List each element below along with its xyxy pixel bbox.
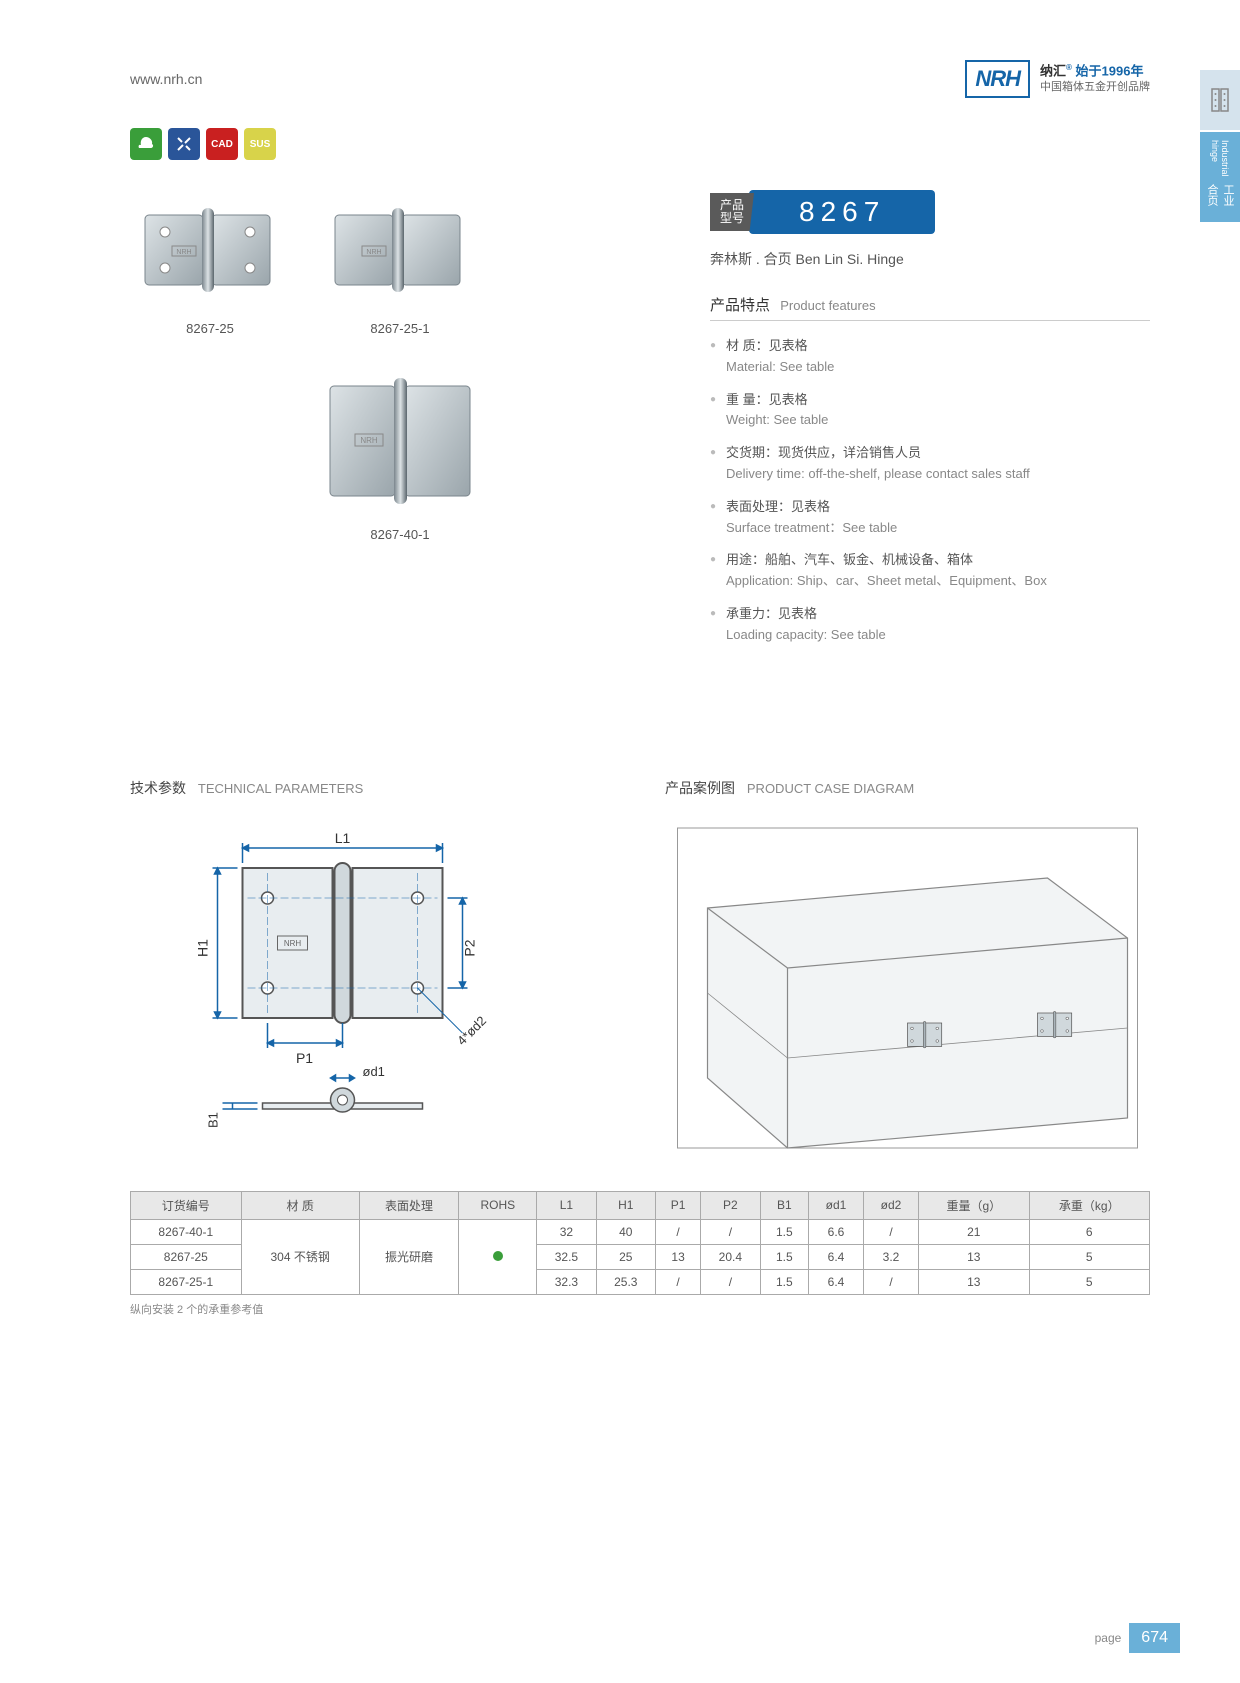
tools-icon bbox=[168, 128, 200, 160]
th: L1 bbox=[537, 1191, 596, 1219]
page-header: www.nrh.cn NRH 纳汇® 始于1996年 中国箱体五金开创品牌 bbox=[130, 60, 1150, 98]
features-title: 产品特点 Product features bbox=[710, 294, 1150, 321]
model-badge: 产品 型号 8267 bbox=[710, 190, 1150, 234]
features-title-en: Product features bbox=[780, 298, 875, 313]
th: ød1 bbox=[809, 1191, 864, 1219]
tech-title-en: TECHNICAL PARAMETERS bbox=[198, 781, 363, 796]
svg-text:B1: B1 bbox=[206, 1112, 221, 1128]
product-1: NRH 8267-25 bbox=[130, 190, 290, 336]
td-surface: 振光研磨 bbox=[359, 1219, 459, 1294]
features-title-cn: 产品特点 bbox=[710, 297, 770, 314]
badge-label: 产品 型号 bbox=[710, 193, 754, 231]
technical-drawing: L1 NRH H1 P2 P1 4*ød2 ød1 B1 bbox=[130, 818, 615, 1158]
th: P2 bbox=[701, 1191, 760, 1219]
tech-title-cn: 技术参数 bbox=[130, 780, 186, 796]
th: 承重（kg） bbox=[1029, 1191, 1149, 1219]
th: P1 bbox=[655, 1191, 700, 1219]
brand-tagline: 中国箱体五金开创品牌 bbox=[1040, 80, 1150, 94]
td-rohs bbox=[459, 1219, 537, 1294]
page-footer: page 674 bbox=[1095, 1623, 1180, 1653]
svg-text:L1: L1 bbox=[335, 830, 351, 846]
td-material: 304 不锈钢 bbox=[241, 1219, 359, 1294]
table-note: 纵向安装 2 个的承重参考值 bbox=[130, 1301, 1150, 1317]
nrh-logo: NRH bbox=[965, 60, 1030, 98]
case-diagram bbox=[665, 818, 1150, 1158]
brand-year: 始于1996年 bbox=[1076, 64, 1144, 79]
feature-item: 用途：船舶、汽车、钣金、机械设备、箱体Application: Ship、car… bbox=[710, 550, 1150, 592]
feature-item: 重 量：见表格Weight: See table bbox=[710, 390, 1150, 432]
feature-item: 交货期：现货供应，详洽销售人员Delivery time: off-the-sh… bbox=[710, 443, 1150, 485]
tab-label-en: Industrial hinge bbox=[1210, 140, 1230, 181]
th: ROHS bbox=[459, 1191, 537, 1219]
category-icons: CAD SUS bbox=[130, 128, 1150, 160]
feature-item: 表面处理：见表格Surface treatment：See table bbox=[710, 497, 1150, 539]
sus-icon: SUS bbox=[244, 128, 276, 160]
side-tabs: Industrial hinge 工业合页 bbox=[1200, 70, 1240, 224]
th: B1 bbox=[760, 1191, 808, 1219]
brand-logo-area: NRH 纳汇® 始于1996年 中国箱体五金开创品牌 bbox=[965, 60, 1150, 98]
svg-text:ød1: ød1 bbox=[363, 1064, 385, 1079]
th: H1 bbox=[596, 1191, 655, 1219]
model-number: 8267 bbox=[749, 190, 935, 234]
product-2-label: 8267-25-1 bbox=[320, 321, 480, 336]
case-title-en: PRODUCT CASE DIAGRAM bbox=[747, 781, 914, 796]
product-3-label: 8267-40-1 bbox=[130, 527, 670, 542]
product-images: NRH 8267-25 NRH 8267-25-1 NRH 8267-40-1 bbox=[130, 190, 670, 542]
page-number: 674 bbox=[1129, 1623, 1180, 1653]
feature-item: 材 质：见表格Material: See table bbox=[710, 336, 1150, 378]
th: 表面处理 bbox=[359, 1191, 459, 1219]
spec-table: 订货编号 材 质 表面处理 ROHS L1 H1 P1 P2 B1 ød1 ød… bbox=[130, 1191, 1150, 1317]
svg-text:P1: P1 bbox=[296, 1050, 313, 1066]
rohs-dot-icon bbox=[493, 1251, 503, 1261]
svg-text:NRH: NRH bbox=[360, 436, 378, 445]
svg-text:NRH: NRH bbox=[366, 249, 381, 256]
table-row: 8267-40-1 304 不锈钢 振光研磨 3240//1.56.6/216 bbox=[131, 1219, 1150, 1244]
brand-name-cn: 纳汇 bbox=[1040, 64, 1066, 79]
th: 重量（g） bbox=[919, 1191, 1030, 1219]
tab-icon bbox=[1200, 70, 1240, 130]
product-2: NRH 8267-25-1 bbox=[320, 190, 480, 336]
eco-icon bbox=[130, 128, 162, 160]
th: 订货编号 bbox=[131, 1191, 242, 1219]
tab-active: Industrial hinge 工业合页 bbox=[1200, 132, 1240, 222]
tab-label-cn: 工业合页 bbox=[1204, 184, 1236, 214]
th: 材 质 bbox=[241, 1191, 359, 1219]
case-diagram-title: 产品案例图 PRODUCT CASE DIAGRAM bbox=[665, 778, 1150, 798]
svg-text:P2: P2 bbox=[462, 939, 478, 956]
svg-text:H1: H1 bbox=[195, 938, 211, 956]
website-url: www.nrh.cn bbox=[130, 71, 202, 87]
cad-icon: CAD bbox=[206, 128, 238, 160]
product-1-label: 8267-25 bbox=[130, 321, 290, 336]
product-3: NRH 8267-40-1 bbox=[130, 366, 670, 542]
svg-text:4*ød2: 4*ød2 bbox=[454, 1013, 489, 1048]
svg-text:NRH: NRH bbox=[176, 249, 191, 256]
features-list: 材 质：见表格Material: See table 重 量：见表格Weight… bbox=[710, 336, 1150, 646]
page-label: page bbox=[1095, 1631, 1122, 1645]
product-subtitle: 奔林斯 . 合页 Ben Lin Si. Hinge bbox=[710, 249, 1150, 269]
th: ød2 bbox=[864, 1191, 919, 1219]
tech-params-title: 技术参数 TECHNICAL PARAMETERS bbox=[130, 778, 615, 798]
svg-text:NRH: NRH bbox=[284, 939, 302, 948]
feature-item: 承重力：见表格Loading capacity: See table bbox=[710, 604, 1150, 646]
case-title-cn: 产品案例图 bbox=[665, 780, 735, 796]
